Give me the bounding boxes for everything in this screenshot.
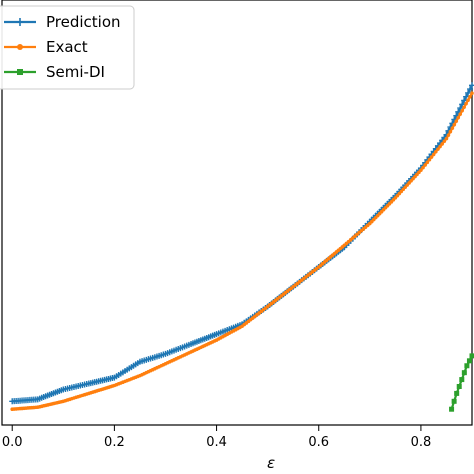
- data-point: [454, 390, 460, 396]
- legend-box: [0, 5, 135, 90]
- series-line-exact: [12, 92, 473, 411]
- x-axis-label: ε: [267, 454, 275, 472]
- data-point: [449, 406, 455, 412]
- data-point: [464, 101, 468, 106]
- data-point: [423, 163, 427, 167]
- legend-marker: [17, 44, 23, 50]
- data-point: [468, 94, 472, 99]
- series-exact: [10, 91, 474, 412]
- data-point: [457, 105, 464, 112]
- data-point: [448, 129, 453, 134]
- legend-label: Exact: [46, 38, 88, 56]
- legend-item-prediction: Prediction: [4, 13, 121, 31]
- data-point: [459, 377, 465, 383]
- data-point: [456, 115, 461, 120]
- data-point: [469, 353, 474, 359]
- data-point: [464, 363, 470, 369]
- data-point: [440, 142, 444, 146]
- legend-item-exact: Exact: [4, 38, 88, 56]
- data-point: [460, 108, 464, 113]
- data-point: [469, 82, 474, 89]
- data-point: [434, 149, 438, 154]
- data-point: [442, 139, 447, 144]
- data-point: [438, 144, 442, 149]
- data-point: [456, 383, 462, 389]
- data-point: [459, 101, 466, 108]
- x-tick-label: 0.2: [104, 435, 125, 450]
- data-point: [444, 136, 449, 141]
- legend-marker: [16, 18, 24, 26]
- data-point: [421, 165, 425, 170]
- series-prediction: [9, 82, 474, 405]
- data-point: [467, 86, 474, 93]
- data-point: [429, 155, 434, 159]
- data-point: [451, 398, 457, 404]
- data-point: [466, 98, 470, 102]
- data-point: [470, 91, 474, 95]
- data-point: [465, 89, 472, 96]
- series-line-prediction: [12, 84, 473, 403]
- data-point: [450, 126, 455, 130]
- data-point: [466, 358, 472, 364]
- data-point: [446, 133, 451, 137]
- series-semi-di: [449, 353, 474, 412]
- plot-area-border: [1, 0, 473, 426]
- data-point: [454, 119, 459, 123]
- legend-label: Semi-DI: [46, 63, 105, 81]
- data-point: [431, 152, 436, 157]
- legend-item-semi-di: Semi-DI: [4, 63, 105, 81]
- data-point: [461, 97, 468, 104]
- data-point: [425, 160, 430, 165]
- legend-label: Prediction: [46, 13, 121, 31]
- data-point: [458, 112, 463, 116]
- x-tick-label: 0.0: [2, 435, 23, 450]
- x-tick-label: 0.8: [411, 435, 432, 450]
- legend-marker: [17, 69, 23, 75]
- data-point: [463, 93, 470, 100]
- data-point: [452, 122, 457, 127]
- data-point: [419, 168, 423, 173]
- data-point: [461, 370, 467, 376]
- x-tick-label: 0.4: [206, 435, 227, 450]
- data-point: [427, 157, 432, 162]
- data-point: [462, 105, 466, 109]
- x-tick-label: 0.6: [308, 435, 329, 450]
- data-point: [436, 147, 440, 151]
